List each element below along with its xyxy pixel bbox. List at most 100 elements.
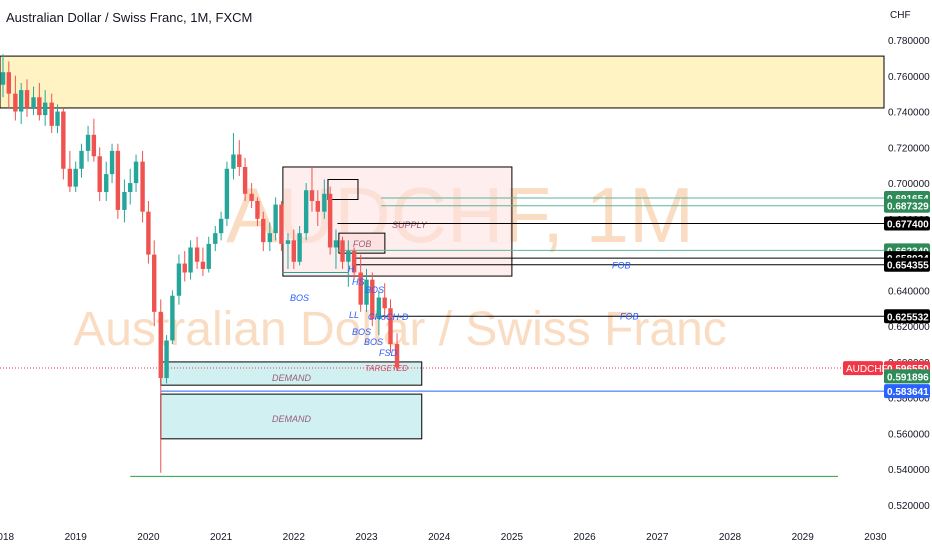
candle-body <box>249 193 254 201</box>
candle-body <box>388 308 393 345</box>
candle-body <box>133 161 139 184</box>
fob-box-small <box>327 179 359 200</box>
candle-body <box>79 150 84 169</box>
candle-body <box>237 154 242 167</box>
y-tick-label: 0.620000 <box>888 322 930 333</box>
candle-body <box>364 279 369 305</box>
candle-body <box>333 240 339 248</box>
annotation-bos_2: BOS <box>352 327 371 337</box>
candle-body <box>267 233 273 243</box>
price-tag: 0.591896 <box>887 372 929 383</box>
candle-body <box>358 272 363 305</box>
candle-body <box>291 240 296 262</box>
y-tick-label: 0.780000 <box>888 36 930 47</box>
candle-body <box>340 240 345 262</box>
candle-body <box>242 166 248 194</box>
price-tag: 0.677400 <box>887 219 929 230</box>
candle-body <box>218 218 224 234</box>
price-tag: 0.687329 <box>887 202 929 213</box>
candle-body <box>0 72 6 85</box>
candle-body <box>37 97 42 116</box>
candle-body <box>279 204 284 244</box>
candle-body <box>297 233 302 262</box>
price-tag: 0.625532 <box>887 312 929 323</box>
candle-body <box>285 240 291 244</box>
annotation-choch: CHoCH-D <box>368 312 409 322</box>
annotation-bos_1: BOS <box>290 293 309 303</box>
candle-body <box>91 134 97 157</box>
fob-line-label-1: FOB <box>612 261 631 271</box>
candle-body <box>206 243 211 269</box>
candle-body <box>309 190 315 201</box>
candle-body <box>42 102 48 116</box>
x-tick-label: 2020 <box>137 532 160 543</box>
candle-body <box>273 204 278 234</box>
candle-body <box>55 111 60 126</box>
x-tick-label: 2019 <box>65 532 88 543</box>
candle-body <box>200 261 206 269</box>
fob-box-label: FOB <box>353 239 372 249</box>
y-tick-label: 0.540000 <box>888 465 930 476</box>
candle-body <box>31 97 36 108</box>
candle-body <box>261 218 266 243</box>
symbol-tag: AUDCHF <box>846 364 888 375</box>
candle-body <box>394 344 400 368</box>
fob-line-label-2: FOB <box>620 311 639 321</box>
candle-body <box>322 193 327 212</box>
candle-body <box>6 72 12 94</box>
candle-body <box>376 297 382 319</box>
x-tick-label: 2030 <box>864 532 887 543</box>
candle-body <box>346 251 351 262</box>
x-tick-label: 2018 <box>0 532 15 543</box>
x-tick-label: 2022 <box>283 532 306 543</box>
price-tag-bg <box>884 198 930 213</box>
price-tag-bg <box>884 257 930 272</box>
candle-body <box>140 161 145 212</box>
candle-body <box>49 102 54 126</box>
y-tick-label: 0.580000 <box>888 394 930 405</box>
chart-title: Australian Dollar / Swiss Franc, 1M, FXC… <box>6 10 253 25</box>
candle-body <box>303 190 309 234</box>
candle-body <box>188 247 193 273</box>
demand-zone-2 <box>160 393 423 440</box>
fob-box <box>338 232 386 254</box>
price-tag-bg <box>884 309 930 324</box>
candle-body <box>158 311 163 379</box>
candle-body <box>382 297 387 309</box>
symbol-tag-bg <box>843 361 883 376</box>
candle-body <box>315 200 320 212</box>
y-tick-label: 0.520000 <box>888 501 930 512</box>
candle-body <box>73 168 78 187</box>
candle-body <box>13 93 18 112</box>
annotation-ll: LL <box>349 310 359 320</box>
candle-body <box>122 192 127 210</box>
y-tick-label: 0.560000 <box>888 429 930 440</box>
y-tick-label: 0.720000 <box>888 143 930 154</box>
y-tick-label: 0.740000 <box>888 108 930 119</box>
candle-body <box>152 254 157 312</box>
candle-body <box>61 111 66 169</box>
targeted-label: TARGETED <box>365 364 408 373</box>
annotation-bos_4: BOS <box>364 337 383 347</box>
x-tick-label: 2025 <box>501 532 524 543</box>
candle-body <box>97 156 102 193</box>
candle-body <box>24 90 30 108</box>
annotation-hs: HS <box>352 277 365 287</box>
candle-body <box>164 340 169 379</box>
x-tick-label: 2027 <box>646 532 669 543</box>
watermark-name: Australian Dollar / Swiss Franc <box>73 303 727 356</box>
demand-zone-1-label: DEMAND <box>272 373 312 383</box>
y-tick-label: 0.700000 <box>888 179 930 190</box>
supply-zone-label: SUPPLY <box>392 220 428 230</box>
annotation-bos_3: BOS <box>365 285 384 295</box>
annotation-fsd: FSD <box>379 348 398 358</box>
candle-body <box>370 279 375 319</box>
candle-body <box>255 200 260 219</box>
x-tick-label: 2028 <box>719 532 742 543</box>
price-tag-bg <box>884 384 930 399</box>
candle-body <box>231 154 236 169</box>
x-tick-label: 2021 <box>210 532 233 543</box>
candle-body <box>176 263 182 296</box>
